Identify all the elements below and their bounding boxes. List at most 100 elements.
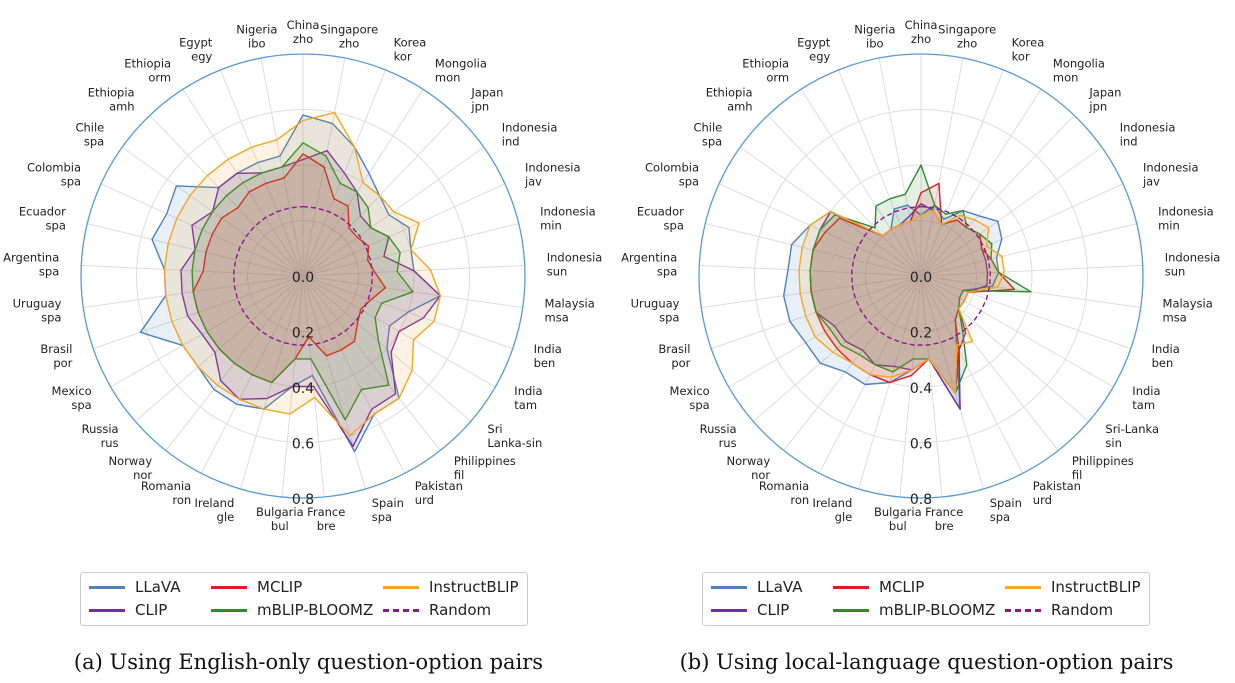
category-label-line: Nigeria [854, 22, 895, 36]
category-label-line: kor [1012, 49, 1030, 63]
legend-a: LLaVA MCLIP InstructBLIP CLIP mBLIP-BLOO… [80, 572, 528, 626]
category-label-line: Pakistan [415, 479, 463, 493]
category-label-line: Romania [759, 479, 809, 493]
category-label-line: France [307, 505, 345, 519]
category-label-line: Brasil [658, 342, 690, 356]
category-label-line: Colombia [645, 161, 699, 175]
category-label-line: urd [1033, 493, 1052, 507]
radar-panel-b: 0.0 0.2 0.4 0.6 0.8 China zho Singapore zho Korea… [618, 0, 1235, 683]
category-label-line: Mongolia [1053, 57, 1105, 71]
category-label-line: Egypt [179, 35, 213, 49]
category-label-line: jav [524, 175, 542, 189]
category-label-line: Malaysia [1163, 297, 1213, 311]
r-tick-label: 0.8 [910, 492, 932, 508]
category-label-line: Mexico [52, 384, 92, 398]
category-label-line: Philippines [454, 454, 516, 468]
category-label-line: spa [61, 175, 81, 189]
legend-swatch-clip [711, 609, 747, 612]
r-tick-label: 0.6 [292, 437, 314, 453]
legend-swatch-instructblip [383, 586, 419, 589]
grid-spoke [920, 275, 1059, 451]
legend-label-mblip-bloomz: mBLIP-BLOOMZ [879, 601, 996, 619]
category-label-line: fil [454, 468, 464, 482]
category-label-line: egy [809, 49, 830, 63]
category-label-line: Pakistan [1033, 479, 1081, 493]
category-label-line: spa [659, 311, 679, 325]
grid-spoke [899, 275, 922, 498]
series-mblip-bloomz [191, 142, 414, 421]
r-tick-label: 0.4 [910, 381, 932, 397]
r-tick-label: 0.2 [910, 326, 932, 342]
series-instructblip [798, 209, 1005, 394]
legend-swatch-llava [89, 586, 125, 589]
outer-ring [698, 53, 1144, 499]
category-label-line: min [1158, 218, 1180, 232]
r-tick-label: 0.0 [292, 270, 314, 286]
category-label-line: ibo [248, 36, 266, 50]
category-label-line: Ethiopia [88, 85, 135, 99]
category-label-line: ron [790, 493, 809, 507]
category-label-line: Nigeria [236, 22, 277, 36]
category-label-line: Russia [82, 422, 119, 436]
category-label-line: Indonesia [1158, 204, 1214, 218]
category-label-line: spa [689, 398, 709, 412]
category-label-line: spa [84, 134, 104, 148]
grid-spoke [920, 69, 1004, 277]
grid-spoke [920, 275, 1090, 422]
category-label-line: por [671, 356, 690, 370]
outer-ring [80, 53, 526, 499]
category-label-line: tam [514, 398, 537, 412]
category-label-line: spa [71, 398, 91, 412]
legend-label-clip: CLIP [135, 601, 168, 619]
grid-spoke [920, 223, 1137, 277]
grid-spoke [302, 275, 406, 474]
category-label-line: orm [148, 71, 171, 85]
legend-label-instructblip: InstructBLIP [1051, 578, 1141, 596]
category-label-line: min [540, 218, 562, 232]
grid-spoke [302, 275, 441, 451]
grid-spoke [920, 146, 1103, 277]
r-tick-label: 0.2 [292, 326, 314, 342]
category-label-line: spa [990, 510, 1010, 524]
category-label-line: Lanka-sin [487, 436, 542, 450]
category-label-line: India [534, 342, 562, 356]
grid-spoke [302, 275, 367, 490]
category-label-line: Spain [372, 496, 404, 510]
series-group [782, 164, 1032, 410]
grid-spoke [920, 88, 1042, 277]
category-label-line: bul [889, 519, 907, 533]
category-label-line: bre [317, 519, 336, 533]
category-label-line: spa [679, 175, 699, 189]
category-label-line: Indonesia [1143, 161, 1199, 175]
category-label-line: Japan [1088, 85, 1121, 99]
legend-label-llava: LLaVA [135, 578, 181, 596]
